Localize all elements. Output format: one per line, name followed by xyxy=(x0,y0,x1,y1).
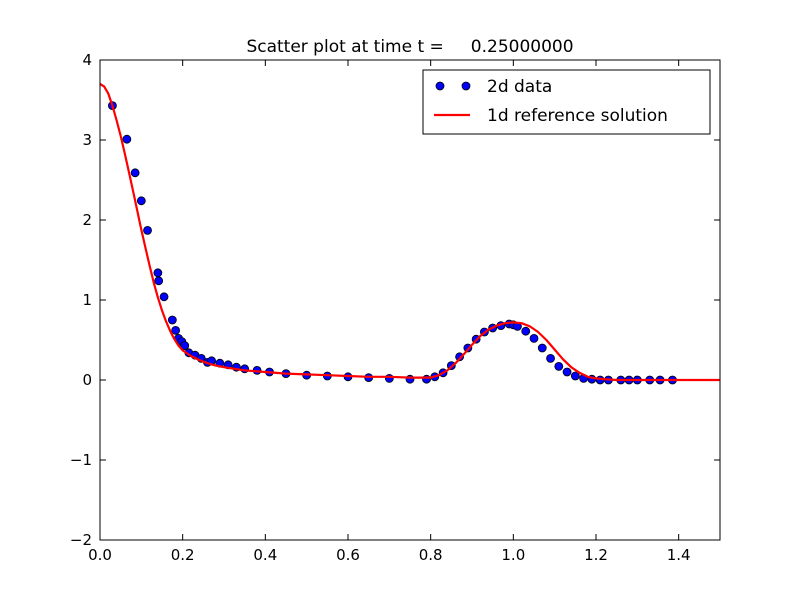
scatter-point xyxy=(143,225,152,235)
scatter-point xyxy=(171,325,181,335)
x-tick-label: 1.4 xyxy=(667,546,691,564)
scatter-point xyxy=(422,374,431,384)
scatter-point xyxy=(153,268,163,278)
x-tick-label: 1.0 xyxy=(501,546,525,564)
legend-marker-2d-data xyxy=(435,81,445,91)
scatter-point xyxy=(384,373,394,383)
scatter-point xyxy=(455,352,465,362)
chart-title: Scatter plot at time t = 0.25000000 xyxy=(246,37,573,57)
scatter-point xyxy=(562,367,572,377)
line-series-1d-reference xyxy=(99,83,720,382)
scatter-point xyxy=(537,343,547,353)
legend-marker-2d-data xyxy=(461,81,471,91)
plot-area xyxy=(100,60,720,540)
x-tick-label: 0.6 xyxy=(336,546,360,564)
scatter-point xyxy=(521,326,531,336)
scatter-point xyxy=(529,333,539,343)
y-tick-label: 0 xyxy=(82,371,92,389)
y-tick-label: −2 xyxy=(70,531,92,549)
legend-box xyxy=(422,69,711,135)
scatter-point xyxy=(546,353,555,363)
x-tick-label: 0.8 xyxy=(419,546,443,564)
x-tick-label: 0.2 xyxy=(171,546,195,564)
plot-frame xyxy=(99,59,721,541)
scatter-point xyxy=(154,276,164,286)
scatter-point xyxy=(130,168,140,178)
scatter-point xyxy=(167,315,177,325)
legend: 2d data 1d reference solution xyxy=(422,69,711,135)
legend-label-2d-data: 2d data xyxy=(487,77,552,97)
scatter-point xyxy=(554,361,564,371)
y-tick-label: −1 xyxy=(70,451,92,469)
reference-line xyxy=(99,83,720,382)
scatter-point xyxy=(159,292,169,302)
x-tick-label: 0.0 xyxy=(88,546,112,564)
scatter-point xyxy=(570,371,580,381)
scatter-point xyxy=(122,134,132,144)
y-tick-label: 2 xyxy=(82,211,92,229)
x-tick-label: 0.4 xyxy=(253,546,277,564)
legend-label-1d-reference: 1d reference solution xyxy=(487,106,668,126)
y-tick-label: 4 xyxy=(82,51,92,69)
scatter-point xyxy=(136,196,146,206)
y-tick-label: 1 xyxy=(82,291,92,309)
x-tick-label: 1.2 xyxy=(584,546,608,564)
scatter-point xyxy=(180,341,190,351)
y-tick-label: 3 xyxy=(82,131,92,149)
x-axis-ticks: 0.0 0.2 0.4 0.6 0.8 1.0 1.2 1.4 xyxy=(88,60,691,564)
